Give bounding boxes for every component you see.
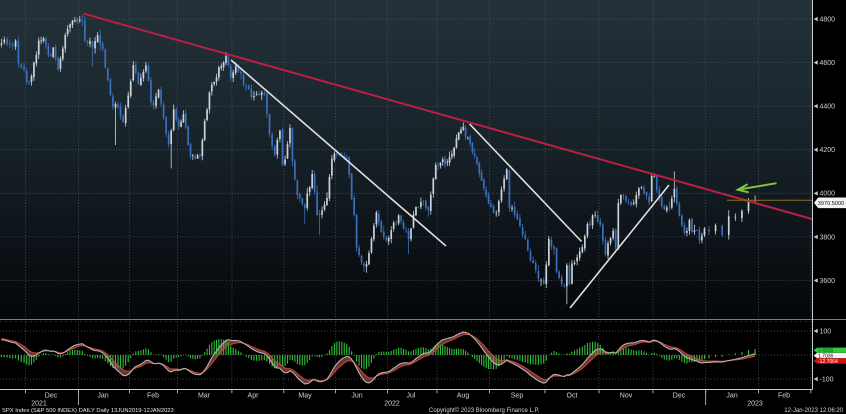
svg-text:Oct: Oct — [567, 393, 578, 400]
svg-text:100: 100 — [820, 328, 832, 335]
svg-text:Copyright© 2023 Bloomberg Fina: Copyright© 2023 Bloomberg Finance L.P. — [429, 407, 540, 414]
svg-text:4200: 4200 — [820, 147, 836, 154]
svg-text:Sep: Sep — [511, 393, 524, 400]
svg-text:Nov: Nov — [620, 393, 633, 400]
svg-text:2022: 2022 — [384, 401, 400, 408]
svg-text:Jan: Jan — [726, 393, 737, 400]
svg-text:Jul: Jul — [407, 393, 416, 400]
svg-text:Dec: Dec — [673, 393, 686, 400]
svg-text:2.4036: 2.4036 — [818, 348, 834, 354]
svg-text:-12.7064: -12.7064 — [818, 359, 838, 365]
svg-text:12-Jan-2023 12:06:20: 12-Jan-2023 12:06:20 — [784, 408, 843, 414]
svg-text:4800: 4800 — [820, 16, 836, 23]
svg-text:Jun: Jun — [351, 393, 362, 400]
svg-text:Apr: Apr — [248, 393, 260, 400]
svg-text:Feb: Feb — [778, 393, 790, 400]
svg-text:Dec: Dec — [45, 393, 58, 400]
svg-text:Mar: Mar — [198, 393, 211, 400]
svg-text:4600: 4600 — [820, 60, 836, 67]
svg-text:SPX Index (S&P 500 INDEX) DAIL: SPX Index (S&P 500 INDEX) DAILY Daily 13… — [2, 408, 174, 414]
svg-text:Feb: Feb — [147, 393, 159, 400]
svg-text:2021: 2021 — [31, 401, 47, 408]
svg-text:May: May — [298, 393, 312, 400]
svg-text:3970.5000: 3970.5000 — [818, 201, 844, 207]
svg-text:Aug: Aug — [457, 393, 470, 400]
svg-text:4400: 4400 — [820, 104, 836, 111]
svg-text:1.7036: 1.7036 — [818, 354, 834, 360]
svg-text:4000: 4000 — [820, 191, 836, 198]
svg-text:Jan: Jan — [97, 393, 108, 400]
svg-text:3600: 3600 — [820, 278, 836, 285]
svg-text:2023: 2023 — [747, 401, 763, 408]
svg-text:-100: -100 — [820, 376, 834, 383]
svg-text:3800: 3800 — [820, 234, 836, 241]
